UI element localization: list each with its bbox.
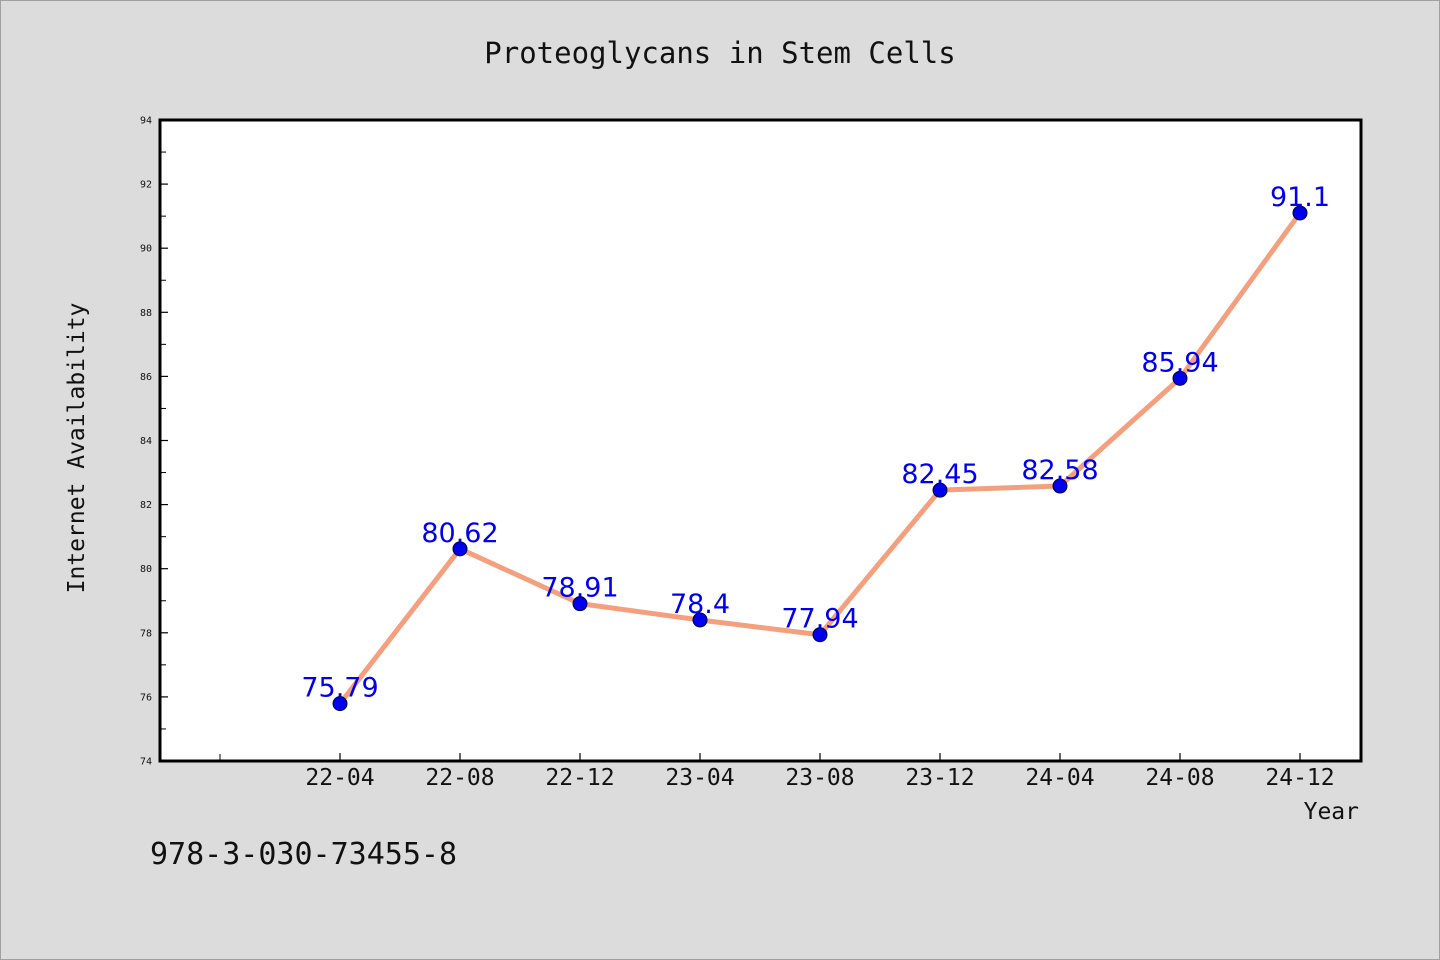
y-tick-label: 86 <box>140 372 152 383</box>
data-point <box>812 627 828 643</box>
y-tick-label: 92 <box>140 180 152 191</box>
data-labels: 75.79 80.62 78.91 78.4 77.94 82.45 82.58 85.94 9… <box>301 182 1330 704</box>
y-tick-label: 82 <box>140 500 152 511</box>
data-label: 75.79 <box>301 673 378 704</box>
y-tick-label: 90 <box>140 244 152 255</box>
data-point <box>1172 370 1188 386</box>
data-label: 82.45 <box>901 459 978 490</box>
y-tick-label: 76 <box>140 692 152 703</box>
x-tick-label: 24-08 <box>1145 765 1214 791</box>
data-label: 82.58 <box>1021 455 1098 486</box>
data-label: 80.62 <box>421 518 498 549</box>
x-tick-label: 24-04 <box>1025 765 1094 791</box>
x-axis-title: Year <box>1304 799 1359 825</box>
plot-area <box>160 120 1361 761</box>
x-tick-label: 23-12 <box>905 765 974 791</box>
y-tick-label: 80 <box>140 564 152 575</box>
x-tick-label: 24-12 <box>1265 765 1334 791</box>
data-point <box>572 596 588 612</box>
data-label: 78.4 <box>670 589 730 620</box>
x-tick-label: 23-04 <box>665 765 734 791</box>
data-label: 78.91 <box>541 573 618 604</box>
data-label: 77.94 <box>781 604 858 635</box>
data-label: 91.1 <box>1270 182 1330 213</box>
data-point <box>452 541 468 557</box>
data-point <box>332 696 348 712</box>
series-layer <box>332 205 1308 712</box>
data-label: 85.94 <box>1141 347 1218 378</box>
y-tick-label: 78 <box>140 628 152 639</box>
chart-title: Proteoglycans in Stem Cells <box>484 36 955 70</box>
y-tick-label: 88 <box>140 308 152 319</box>
y-tick-label: 84 <box>140 436 152 447</box>
x-tick-label: 22-12 <box>545 765 614 791</box>
data-point <box>932 482 948 498</box>
data-point <box>1052 478 1068 494</box>
data-point <box>692 612 708 628</box>
isbn-footnote: 978-3-030-73455-8 <box>150 837 457 872</box>
x-tick-label: 23-08 <box>785 765 854 791</box>
x-tick-label: 22-04 <box>305 765 374 791</box>
x-axis: 22-04 22-08 22-12 23-04 23-08 23-12 24-04 24-08… <box>219 753 1335 791</box>
y-axis-title: Internet Availability <box>64 303 90 594</box>
y-tick-label: 94 <box>140 116 152 127</box>
data-point <box>1292 205 1308 221</box>
y-tick-label: 74 <box>140 757 152 768</box>
plot-border <box>158 118 1363 763</box>
y-axis: 74 76 78 80 82 84 86 88 90 92 94 <box>140 116 168 768</box>
x-tick-label: 22-08 <box>425 765 494 791</box>
